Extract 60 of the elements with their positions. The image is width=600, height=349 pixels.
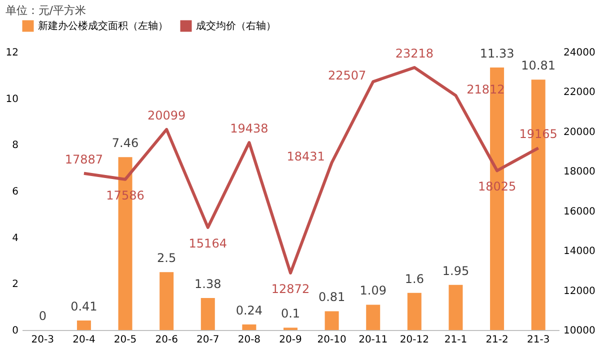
data-label: 15164: [188, 236, 227, 250]
bar: [200, 298, 215, 330]
bar: [324, 311, 339, 330]
x-tick-label: 20-3: [31, 334, 54, 346]
data-label: 0: [38, 309, 46, 323]
y2-tick-label: 20000: [564, 126, 596, 138]
data-label: 1.38: [194, 277, 222, 292]
y-tick-label: 2: [12, 279, 18, 290]
x-tick-label: 20-11: [358, 334, 388, 346]
y2-tick-label: 14000: [564, 246, 596, 258]
x-tick-label: 20-6: [155, 334, 178, 346]
data-label: 0.1: [280, 306, 300, 321]
y2-tick-label: 10000: [564, 326, 596, 336]
bar: [366, 304, 380, 330]
x-tick-label: 21-3: [526, 334, 550, 346]
bar: [407, 292, 422, 330]
x-tick-label: 20-10: [317, 334, 346, 346]
y-tick-label: 8: [12, 140, 18, 152]
data-label: 1.6: [404, 272, 424, 286]
bar: [242, 324, 256, 330]
data-label: 20099: [147, 108, 186, 122]
data-label: 2.5: [157, 251, 176, 266]
y2-tick-label: 12000: [564, 286, 596, 297]
y2-tick-label: 22000: [564, 87, 596, 98]
x-tick-label: 20-7: [196, 334, 220, 346]
x-tick-label: 20-4: [72, 334, 96, 346]
x-tick-label: 20-12: [400, 334, 429, 346]
y2-tick-label: 16000: [564, 206, 596, 218]
y-tick-label: 10: [6, 94, 18, 105]
x-tick-label: 20-5: [114, 334, 137, 346]
data-label: 19438: [230, 122, 268, 136]
legend-label: 新建办公楼成交面积（左轴）: [38, 20, 168, 32]
legend-label: 成交均价（右轴）: [196, 20, 276, 32]
data-label: 11.33: [480, 46, 514, 61]
y-tick-label: 6: [12, 186, 18, 198]
y-tick-label: 0: [12, 326, 18, 336]
y2-tick-label: 18000: [564, 166, 596, 178]
data-label: 1.09: [360, 284, 386, 298]
y-tick-label: 12: [6, 48, 18, 58]
data-label: 17887: [64, 152, 104, 166]
y-tick-label: 4: [12, 232, 18, 244]
data-label: 0.24: [236, 303, 263, 318]
data-label: 18431: [286, 150, 325, 164]
data-label: 1.95: [442, 264, 470, 278]
text: 单位：元/平方米: [5, 4, 86, 17]
bar: [160, 272, 174, 330]
data-label: 12872: [271, 282, 310, 296]
data-label: 23218: [395, 46, 434, 61]
bar: [76, 320, 91, 330]
bar: [448, 284, 463, 330]
y2-tick-label: 24000: [564, 48, 596, 58]
data-label: 0.41: [70, 300, 98, 314]
x-tick-label: 21-2: [486, 334, 508, 346]
x-tick-label: 20-9: [279, 334, 302, 346]
x-tick-label: 20-8: [238, 334, 261, 346]
data-label: 0.81: [318, 290, 346, 304]
data-label: 7.46: [112, 136, 139, 150]
data-label: 10.81: [521, 58, 556, 73]
x-tick-label: 21-1: [444, 334, 468, 346]
data-label: 22507: [328, 68, 366, 83]
